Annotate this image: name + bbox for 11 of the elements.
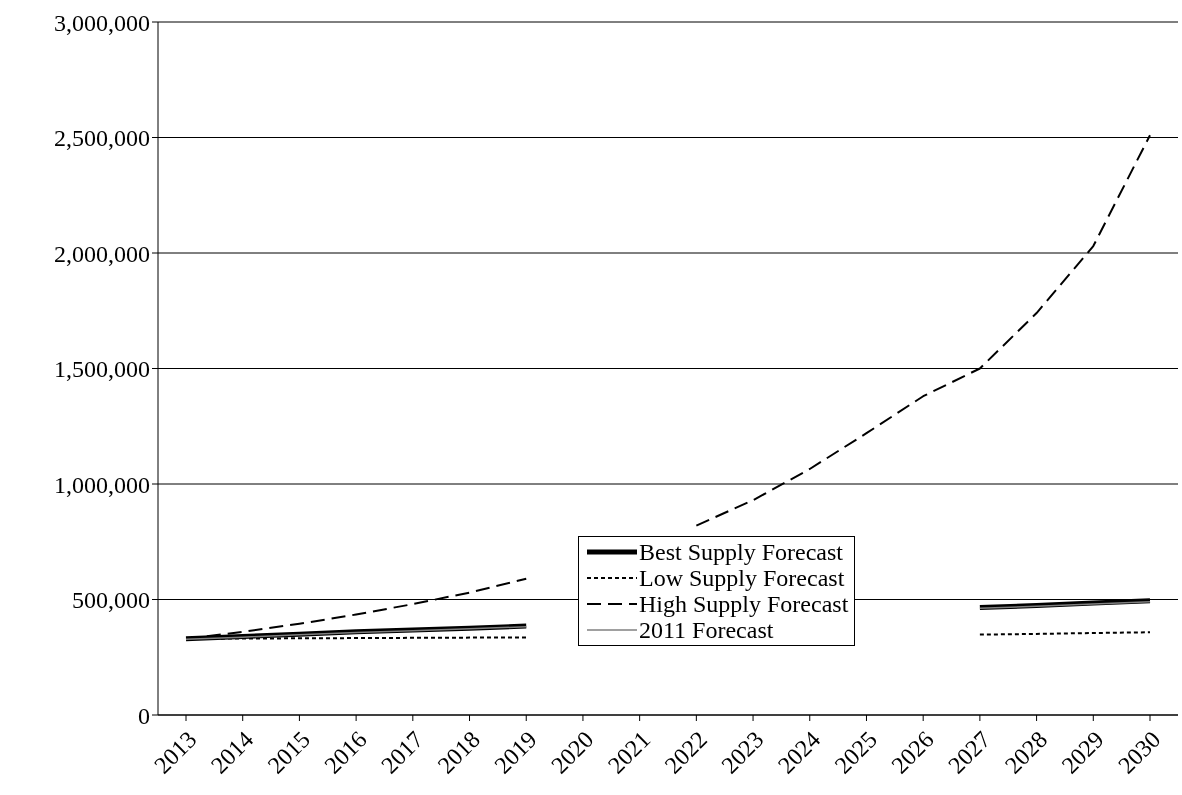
legend-label: Low Supply Forecast <box>639 565 845 591</box>
legend-label: 2011 Forecast <box>639 617 774 643</box>
y-tick-label: 1,000,000 <box>54 471 150 498</box>
y-tick-label: 2,000,000 <box>54 240 150 267</box>
legend-label: High Supply Forecast <box>639 591 849 617</box>
y-tick-label: 3,000,000 <box>54 9 150 36</box>
y-tick-label: 0 <box>138 702 150 729</box>
legend-label: Best Supply Forecast <box>639 539 843 565</box>
y-tick-label: 2,500,000 <box>54 125 150 152</box>
y-tick-label: 1,500,000 <box>54 356 150 383</box>
y-tick-label: 500,000 <box>72 587 150 614</box>
